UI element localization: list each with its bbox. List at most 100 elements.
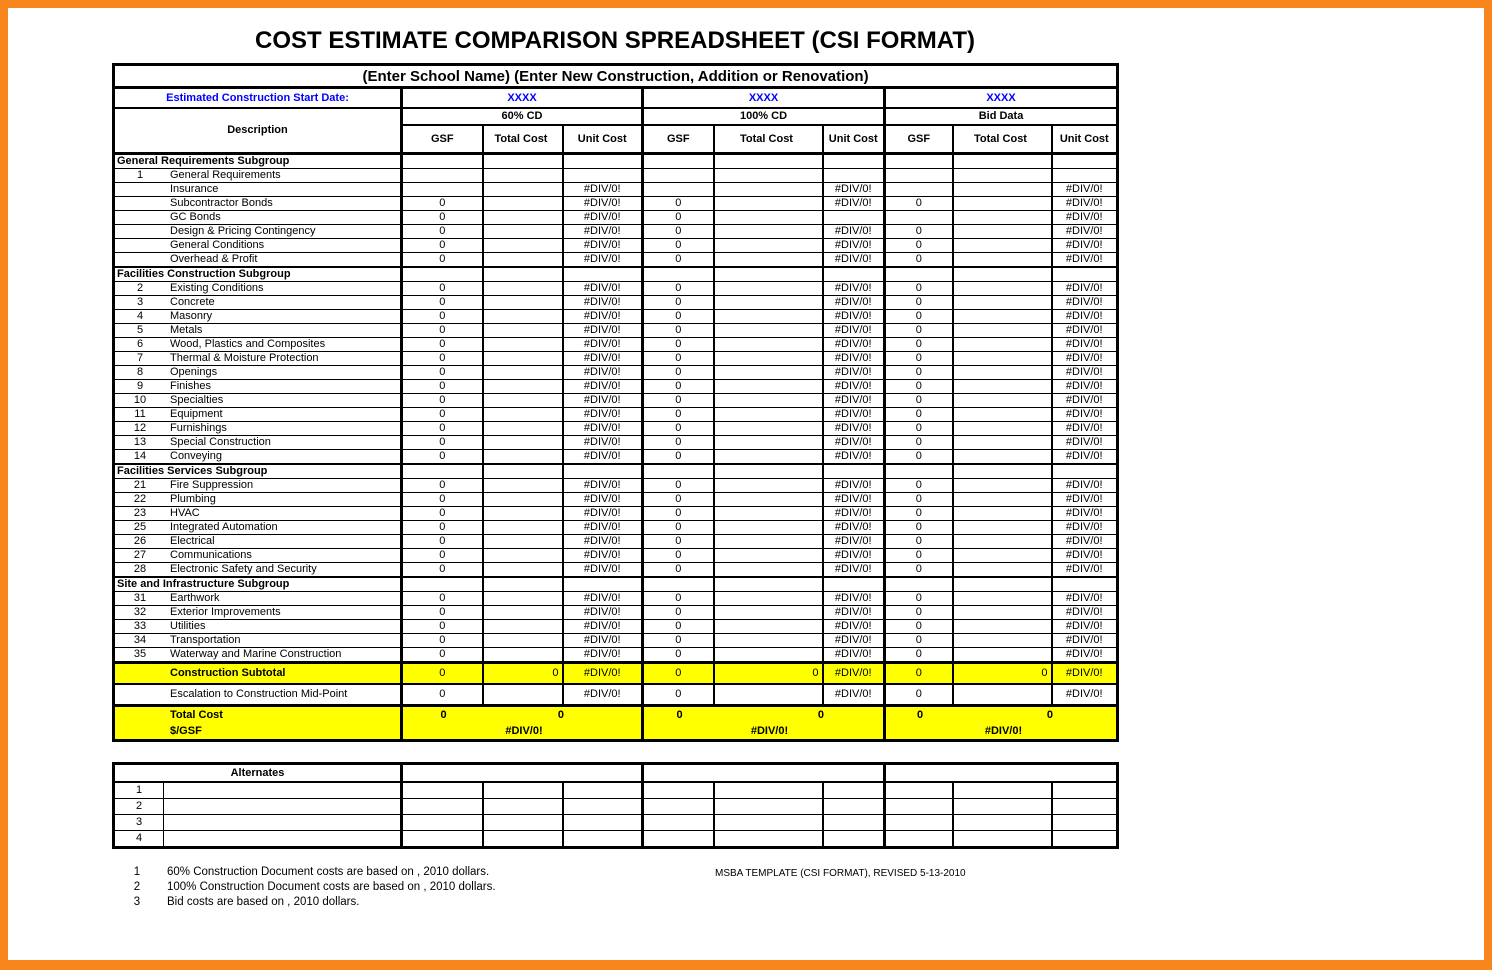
alt-total-100cd [713,814,824,831]
row-description-cell: 31 Earthwork [112,591,403,606]
cell-gsf-100cd: 0 [642,295,715,310]
cell-gsf-100cd: 0 [642,548,715,563]
cell-total-100cd [713,605,824,620]
table-row: 28 Electronic Safety and Security 0 #DIV/… [112,562,1120,578]
row-number: 32 [133,606,147,619]
col-header-gsf-60cd: GSF [401,124,484,155]
table-row: 14 Conveying 0 #DIV/0! 0 #DIV/0! 0 #DIV/0… [112,449,1120,465]
cell-unit-60cd: #DIV/0! [562,605,644,620]
alt-total-100cd [713,830,824,848]
page-title: COST ESTIMATE COMPARISON SPREADSHEET (CS… [254,27,975,54]
row-description-cell: Facilities Construction Subgroup [112,266,403,282]
cell-gsf-60cd [401,463,484,479]
cell-total-60cd [482,210,564,225]
cell-unit-60cd [562,266,644,282]
alt-gsf-bid [884,781,954,799]
cell-unit-60cd: #DIV/0! [562,562,644,578]
alternate-number: 2 [112,798,164,815]
row-description: Waterway and Marine Construction [170,648,342,661]
cell-total-60cd [482,351,564,366]
cell-total-60cd [482,591,564,606]
cell-total-bid [952,562,1053,578]
cell-total-bid [952,421,1053,436]
alt-total-60cd [482,830,564,848]
cell-unit-bid [1050,463,1120,479]
cell-gsf-60cd: 0 [401,407,484,422]
table-row: 21 Fire Suppression 0 #DIV/0! 0 #DIV/0! 0… [112,478,1120,493]
col-header-total-60cd: Total Cost [482,124,564,155]
cell-total-bid [952,520,1053,535]
alt-gsf-60cd [401,798,484,815]
row-description: Utilities [170,620,206,633]
alt-unit-bid [1051,798,1120,815]
row-number: 13 [133,436,147,449]
cell-gsf-60cd: 0 [401,351,484,366]
cell-total-100cd [713,633,824,648]
row-description-cell: 2 Existing Conditions [112,281,403,296]
total-gsf-bid: 0 [916,709,924,721]
cell-gsf-60cd: 0 [401,379,484,394]
cell-unit-100cd: #DIV/0! [822,492,886,507]
cell-gsf-60cd [401,266,484,282]
cell-total-bid [952,281,1053,296]
cell-total-bid [952,379,1053,394]
row-number: 26 [133,535,147,548]
cell-total-60cd [482,323,564,338]
start-date-bid: XXXX [883,86,1120,109]
cell-total-bid [952,591,1053,606]
row-description-cell: 28 Electronic Safety and Security [112,562,403,578]
cell-total-bid [952,534,1053,549]
cell-gsf-bid: 0 [884,562,954,578]
alt-unit-60cd [562,830,645,848]
cell-unit-60cd: #DIV/0! [562,661,644,685]
cell-total-60cd [482,633,564,648]
row-description: Masonry [170,310,213,323]
cell-unit-60cd: #DIV/0! [562,506,644,521]
cell-unit-bid: #DIV/0! [1050,478,1120,493]
cell-gsf-60cd: 0 [401,506,484,521]
cell-unit-bid: #DIV/0! [1050,605,1120,620]
row-description: Openings [170,366,218,379]
cell-gsf-100cd: 0 [642,210,715,225]
cell-total-bid [952,238,1053,253]
cell-unit-bid: #DIV/0! [1050,196,1120,211]
cell-unit-60cd: #DIV/0! [562,449,644,465]
cell-unit-60cd: #DIV/0! [562,492,644,507]
group-header-100cd: 100% CD [642,107,886,126]
cell-unit-60cd: #DIV/0! [562,182,644,197]
group-header-60cd: 60% CD [401,107,644,126]
alt-unit-60cd [562,798,645,815]
cell-unit-60cd: #DIV/0! [562,548,644,563]
row-description: GC Bonds [170,211,221,224]
table-row: 1 General Requirements [112,168,1120,183]
cell-gsf-bid: 0 [884,605,954,620]
cell-gsf-60cd: 0 [401,562,484,578]
cell-unit-60cd: #DIV/0! [562,421,644,436]
row-description-cell: General Conditions [112,238,403,253]
cell-unit-100cd: #DIV/0! [822,337,886,352]
cell-gsf-100cd: 0 [642,337,715,352]
alt-total-100cd [713,781,824,799]
cell-gsf-60cd: 0 [401,449,484,465]
table-row: 33 Utilities 0 #DIV/0! 0 #DIV/0! 0 #DIV/0… [112,619,1120,634]
cell-total-100cd [713,252,824,268]
row-number: 5 [136,324,144,337]
cell-gsf-100cd [642,168,715,183]
cell-gsf-60cd: 0 [401,421,484,436]
row-description: Special Construction [170,436,271,449]
cell-gsf-60cd: 0 [401,238,484,253]
cell-gsf-100cd: 0 [642,683,715,707]
cell-total-bid [952,435,1053,450]
cell-unit-bid: #DIV/0! [1050,619,1120,634]
row-description: Thermal & Moisture Protection [170,352,319,365]
cell-total-100cd [713,323,824,338]
cell-total-60cd [482,182,564,197]
row-description: Electronic Safety and Security [170,563,317,575]
alternates-group-60cd [401,763,645,783]
row-description: Overhead & Profit [170,253,258,265]
table-row: Facilities Services Subgroup [112,463,1120,479]
cell-unit-100cd: #DIV/0! [822,683,886,707]
cell-total-100cd [713,520,824,535]
cell-total-100cd [713,548,824,563]
revision-note: MSBA TEMPLATE (CSI FORMAT), REVISED 5-13… [715,868,966,879]
